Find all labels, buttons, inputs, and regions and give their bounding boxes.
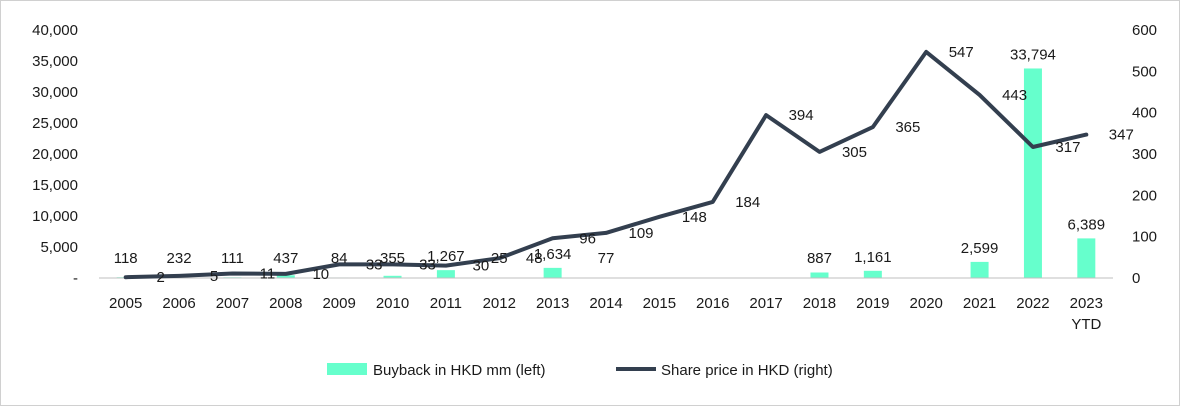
x-tick-label: 2022: [1016, 295, 1049, 312]
buyback-data-label: 77: [598, 250, 615, 267]
x-tick-label: 2005: [109, 295, 142, 312]
x-tick-label: 2020: [910, 295, 943, 312]
price-data-label: 305: [842, 144, 867, 161]
price-data-label: 109: [628, 225, 653, 242]
right-axis: 0 100 200 300 400 500 600: [1132, 22, 1157, 287]
price-data-label: 394: [789, 107, 814, 124]
price-data-label: 365: [895, 119, 920, 136]
right-tick-label: 500: [1132, 63, 1157, 80]
buyback-data-label: 1,161: [854, 249, 892, 266]
left-axis: - 5,000 10,000 15,000 20,000 25,000 30,000 35,0…: [32, 22, 78, 287]
price-data-label: 547: [949, 44, 974, 61]
x-tick-label: 2021: [963, 295, 996, 312]
right-tick-label: 300: [1132, 146, 1157, 163]
price-data-label: 11: [260, 265, 276, 282]
legend: Buyback in HKD mm (left) Share price in …: [327, 362, 833, 379]
left-tick-label: 40,000: [32, 22, 78, 39]
right-tick-label: 100: [1132, 229, 1157, 246]
x-tick-label: 2013: [536, 295, 569, 312]
buyback-bar: [810, 272, 829, 278]
buyback-bar: [1023, 68, 1042, 278]
x-tick-label: 2015: [643, 295, 676, 312]
x-tick-label: 2017: [749, 295, 782, 312]
x-tick-label: 2006: [162, 295, 195, 312]
buyback-bar: [543, 267, 562, 278]
price-data-label: 96: [579, 230, 596, 247]
price-data-label: 30: [473, 258, 490, 275]
left-tick-label: 30,000: [32, 84, 78, 101]
price-data-label: 184: [735, 194, 760, 211]
buyback-bar: [383, 275, 402, 278]
x-axis: 2005 2006 2007 2008 2009 2010 2011 2012 2013 2014…: [109, 295, 1103, 333]
share-price-line: [123, 49, 1089, 280]
buyback-data-label: 1,634: [534, 246, 572, 263]
left-tick-label: 20,000: [32, 146, 78, 163]
left-tick-label: -: [73, 270, 78, 287]
legend-label-share-price: Share price in HKD (right): [661, 362, 833, 379]
x-tick-label: 2018: [803, 295, 836, 312]
buyback-bar: [863, 270, 882, 278]
price-data-label: 5: [210, 268, 218, 285]
right-tick-label: 600: [1132, 22, 1157, 39]
buyback-data-label: 118: [114, 250, 138, 267]
x-tick-label: 2008: [269, 295, 302, 312]
price-data-label: 33: [419, 256, 436, 273]
price-data-label: 317: [1055, 139, 1080, 156]
left-tick-label: 10,000: [32, 208, 78, 225]
buyback-data-label: 84: [331, 250, 348, 267]
buyback-bar: [276, 275, 295, 278]
price-data-label: 148: [682, 209, 707, 226]
right-tick-label: 400: [1132, 105, 1157, 122]
x-tick-label: 2007: [216, 295, 249, 312]
legend-label-buyback: Buyback in HKD mm (left): [373, 362, 546, 379]
buyback-data-label: 232: [167, 250, 192, 267]
right-tick-label: 200: [1132, 187, 1157, 204]
buyback-data-label: 355: [380, 250, 405, 267]
left-tick-label: 25,000: [32, 115, 78, 132]
buyback-bar: [436, 270, 455, 278]
buyback-data-label: 1,267: [427, 248, 465, 265]
buyback-data-label: 111: [221, 250, 244, 267]
buyback-data-label: 25: [491, 250, 508, 267]
buyback-data-label: 2,599: [961, 240, 999, 257]
x-tick-label: 2019: [856, 295, 889, 312]
price-data-label: 443: [1002, 87, 1027, 104]
buyback-data-label: 887: [807, 250, 832, 267]
x-tick-label: 2011: [430, 295, 462, 312]
x-tick-label: 2016: [696, 295, 729, 312]
x-tick-label: 2009: [322, 295, 355, 312]
legend-swatch-buyback: [327, 363, 367, 375]
price-data-label: 10: [312, 266, 329, 283]
buyback-data-label: 437: [273, 250, 298, 267]
x-tick-label: 2023: [1070, 295, 1103, 312]
price-data-label: 2: [157, 269, 165, 286]
x-tick-label: 2014: [589, 295, 622, 312]
buyback-bar: [1077, 238, 1096, 278]
buyback-bar: [970, 261, 989, 278]
left-tick-label: 15,000: [32, 177, 78, 194]
left-tick-label: 35,000: [32, 53, 78, 70]
price-data-label: 33: [366, 256, 383, 273]
x-tick-label: 2012: [483, 295, 516, 312]
buyback-data-labels: 118 232 111 437 84 355 1,267 25 1,634 77 887 1,161 2…: [114, 46, 1105, 267]
left-tick-label: 5,000: [40, 239, 78, 256]
buyback-data-label: 33,794: [1010, 46, 1056, 63]
buyback-data-label: 6,389: [1068, 216, 1106, 233]
price-data-label: 48: [526, 250, 543, 267]
x-tick-label: YTD: [1071, 316, 1101, 333]
right-tick-label: 0: [1132, 270, 1140, 287]
price-data-label: 347: [1109, 127, 1134, 144]
x-tick-label: 2010: [376, 295, 409, 312]
